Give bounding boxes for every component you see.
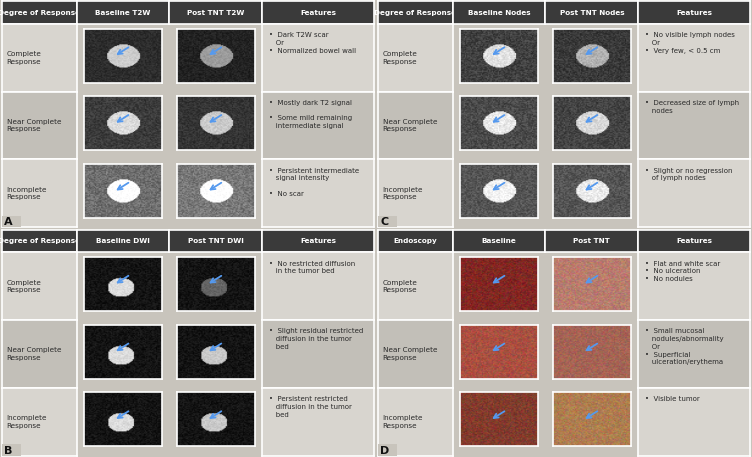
Text: D: D xyxy=(381,446,390,456)
Text: Post TNT T2W: Post TNT T2W xyxy=(187,10,244,16)
Text: Near Complete
Response: Near Complete Response xyxy=(383,119,437,132)
Text: •  Slight residual restricted
   diffusion in the tumor
   bed: • Slight residual restricted diffusion i… xyxy=(269,328,363,350)
Text: Incomplete
Response: Incomplete Response xyxy=(383,186,423,200)
Text: B: B xyxy=(5,446,13,456)
Text: Incomplete
Response: Incomplete Response xyxy=(7,415,47,429)
Text: •  Small mucosal
   nodules/abnormality
   Or
•  Superficial
   ulceration/eryth: • Small mucosal nodules/abnormality Or •… xyxy=(645,328,723,365)
Text: Features: Features xyxy=(300,10,336,16)
Text: •  No restricted diffusion
   in the tumor bed: • No restricted diffusion in the tumor b… xyxy=(269,260,355,274)
Text: Baseline T2W: Baseline T2W xyxy=(96,10,150,16)
Text: •  Dark T2W scar
   Or
•  Normalized bowel wall: • Dark T2W scar Or • Normalized bowel wa… xyxy=(269,32,356,53)
Text: A: A xyxy=(5,218,13,228)
Text: •  Mostly dark T2 signal

•  Some mild remaining
   intermediate signal: • Mostly dark T2 signal • Some mild rema… xyxy=(269,100,352,129)
Text: C: C xyxy=(381,218,388,228)
Text: Incomplete
Response: Incomplete Response xyxy=(383,415,423,429)
Text: Degree of Response: Degree of Response xyxy=(0,10,80,16)
Text: •  Persistent intermediate
   signal intensity

•  No scar: • Persistent intermediate signal intensi… xyxy=(269,168,359,197)
Text: •  Flat and white scar
•  No ulceration
•  No nodules: • Flat and white scar • No ulceration • … xyxy=(645,260,720,282)
Text: •  Persistent restricted
   diffusion in the tumor
   bed: • Persistent restricted diffusion in the… xyxy=(269,396,352,418)
Text: Complete
Response: Complete Response xyxy=(383,51,417,64)
Text: Near Complete
Response: Near Complete Response xyxy=(7,347,61,361)
Text: Post TNT DWI: Post TNT DWI xyxy=(188,238,244,244)
Text: Complete
Response: Complete Response xyxy=(383,280,417,293)
Text: Near Complete
Response: Near Complete Response xyxy=(383,347,437,361)
Text: Baseline DWI: Baseline DWI xyxy=(96,238,150,244)
Text: Incomplete
Response: Incomplete Response xyxy=(7,186,47,200)
Text: Post TNT: Post TNT xyxy=(574,238,610,244)
Text: Endoscopy: Endoscopy xyxy=(393,238,437,244)
Text: Degree of Response: Degree of Response xyxy=(0,238,80,244)
Text: •  Decreased size of lymph
   nodes: • Decreased size of lymph nodes xyxy=(645,100,739,113)
Text: Features: Features xyxy=(300,238,336,244)
Text: Post TNT Nodes: Post TNT Nodes xyxy=(559,10,624,16)
Text: Near Complete
Response: Near Complete Response xyxy=(7,119,61,132)
Text: Baseline Nodes: Baseline Nodes xyxy=(468,10,530,16)
Text: Features: Features xyxy=(676,10,712,16)
Text: Complete
Response: Complete Response xyxy=(7,51,41,64)
Text: Baseline: Baseline xyxy=(481,238,517,244)
Text: Complete
Response: Complete Response xyxy=(7,280,41,293)
Text: •  Slight or no regression
   of lymph nodes: • Slight or no regression of lymph nodes xyxy=(645,168,732,181)
Text: •  Visible tumor: • Visible tumor xyxy=(645,396,699,402)
Text: Degree of Response: Degree of Response xyxy=(374,10,456,16)
Text: •  No visible lymph nodes
   Or
•  Very few, < 0.5 cm: • No visible lymph nodes Or • Very few, … xyxy=(645,32,735,53)
Text: Features: Features xyxy=(676,238,712,244)
